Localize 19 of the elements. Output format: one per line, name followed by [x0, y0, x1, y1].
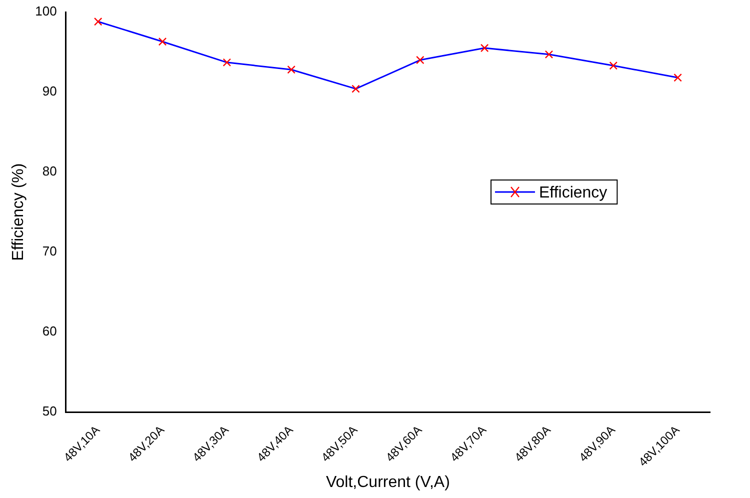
point: [222, 58, 232, 67]
y-tick-label: 80: [42, 164, 57, 179]
point: [287, 65, 296, 74]
y-tick-label: 70: [42, 244, 57, 259]
point: [674, 73, 682, 82]
y-axis-title: Efficiency (%): [10, 163, 28, 261]
point: [352, 84, 360, 93]
y-tick-label: 100: [35, 4, 57, 19]
point: [480, 44, 489, 52]
point: [544, 50, 554, 59]
legend-label: Efficiency: [539, 184, 608, 202]
y-tick-label: 60: [42, 324, 57, 339]
point: [416, 56, 424, 64]
y-tick-label: 90: [42, 84, 57, 99]
point: [94, 17, 102, 26]
point: [158, 37, 167, 46]
y-tick-label: 50: [42, 404, 57, 419]
point: [609, 61, 618, 70]
x-axis-title: Volt,Current (V,A): [326, 474, 450, 491]
